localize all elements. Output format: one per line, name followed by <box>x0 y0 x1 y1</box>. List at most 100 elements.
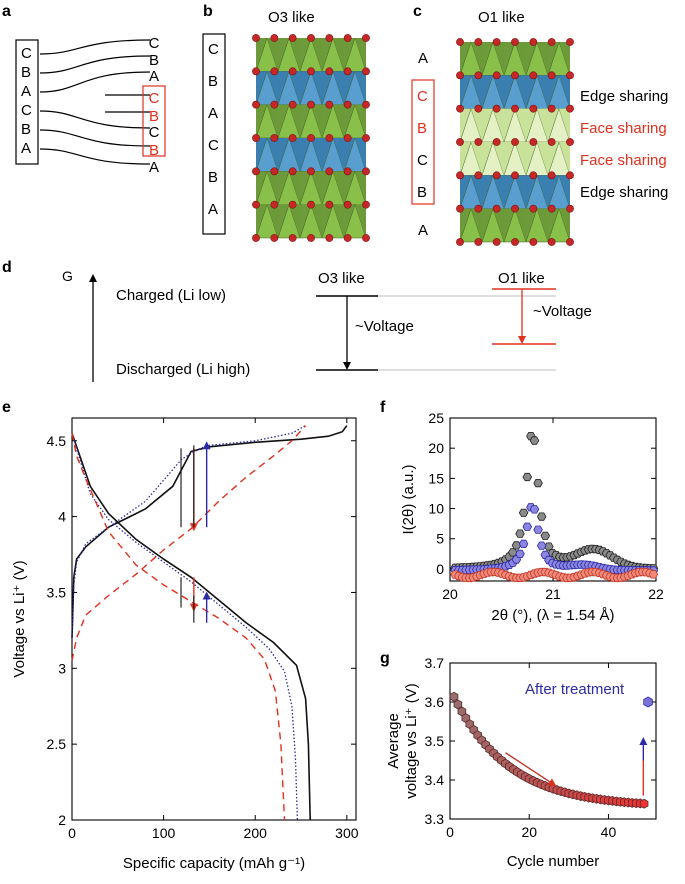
o3-octahedron-side <box>311 171 322 205</box>
o3-octahedron-side <box>355 204 366 238</box>
o3-stack-letter-1: B <box>208 73 218 90</box>
o3-oxygen-atom <box>288 67 297 76</box>
o1-oxygen-atom <box>492 138 501 146</box>
o1-octahedron-side <box>537 42 548 76</box>
o3-oxygen-atom <box>307 167 315 176</box>
o1-oxygen-atom <box>566 138 574 146</box>
e-ytick-label-3: 3.5 <box>47 584 67 600</box>
g-ylabel-line1: Average <box>385 713 402 769</box>
o1-oxygen-atom <box>474 138 483 146</box>
o3-octahedron-side <box>289 171 300 205</box>
o3-stack-box <box>202 33 226 235</box>
f-xlabel: 2θ (°), (λ = 1.54 Å) <box>491 607 614 624</box>
o3-oxygen-atom <box>270 34 279 42</box>
o3-octahedron-side <box>267 204 278 238</box>
e-plot-frame <box>71 417 357 821</box>
right-stack-letter-4: B <box>149 108 159 125</box>
o3-oxygen-atom <box>343 34 352 42</box>
right-stack-letter-7: A <box>149 159 159 176</box>
f-point-black <box>518 508 529 517</box>
o1-octahedron-side <box>493 175 504 209</box>
g-ytick-label-3: 3.6 <box>425 694 445 710</box>
o1-oxygen-atom <box>566 238 574 246</box>
o1-stack-bottom: A <box>418 222 428 239</box>
o3-oxygen-atom <box>362 134 370 142</box>
f-ytick-label-1: 5 <box>436 531 444 547</box>
f-point-black <box>522 472 533 482</box>
o1-oxygen-atom <box>511 71 519 80</box>
o3-octahedron-side <box>333 204 344 238</box>
o1-oxygen-atom <box>529 71 538 80</box>
right-stack-letter-2: A <box>149 68 159 85</box>
o3-octahedron-side <box>355 38 366 72</box>
panel-label-e: e <box>2 399 11 416</box>
o3-oxygen-atom <box>325 234 334 242</box>
o3-oxygen-atom <box>343 67 352 76</box>
o1-octahedron <box>547 207 571 243</box>
o3-octahedron-side <box>311 104 322 138</box>
o1-oxygen-atom <box>529 38 538 46</box>
o3-oxygen-atom <box>343 234 352 242</box>
chart-g: 0 20 40 3.3 3.4 3.5 3.6 3.7 After treatment Cycle… <box>385 655 657 870</box>
o1-oxygen-atom <box>547 71 556 80</box>
f-ytick-label-3: 15 <box>428 470 444 486</box>
e-ytick-label-0: 2 <box>58 812 66 828</box>
o1-octahedron-side <box>537 208 548 242</box>
o3-oxygen-atom <box>362 234 370 242</box>
o3-oxygen-atom <box>252 200 260 209</box>
o3-oxygen-atom <box>252 134 260 142</box>
o3-title: O3 like <box>268 9 315 26</box>
o1-octahedron-side <box>493 75 504 109</box>
o1-oxygen-atom <box>566 71 574 80</box>
o1-oxygen-atom <box>456 71 464 80</box>
o3-oxygen-atom <box>343 167 352 176</box>
chart-e: 0 100 200 300 2 2.5 3 3.5 4 4.5 Specific capacity … <box>11 417 359 872</box>
o1-oxygen-atom <box>492 38 501 46</box>
f-point-blue <box>515 549 525 558</box>
o1-oxygen-atom <box>474 71 483 80</box>
g-xlabel: Cycle number <box>507 853 600 870</box>
f-ytick-label-4: 20 <box>428 440 444 456</box>
o1-oxygen-atom <box>492 104 501 113</box>
o3-octahedron-side <box>267 138 278 172</box>
o1-oxygen-atom <box>474 238 483 246</box>
e-series-red-discharge <box>71 433 286 821</box>
o1-stack-box <box>411 79 435 205</box>
o1-octahedron-side <box>515 75 526 109</box>
o3-octahedron-side <box>289 38 300 72</box>
f-point-blue <box>518 539 529 548</box>
o3-oxygen-atom <box>288 34 297 42</box>
o3-oxygen-atom <box>307 134 315 142</box>
e-xtick-label-3: 300 <box>335 825 359 841</box>
e-series-blue-discharge <box>71 433 299 821</box>
annotation-edge-sharing-2: Edge sharing <box>580 184 668 201</box>
o3-oxygen-atom <box>270 167 279 176</box>
o1-oxygen-atom <box>492 204 501 213</box>
o1-octahedron-side <box>493 208 504 242</box>
e-ytick-label-5: 4.5 <box>47 433 67 449</box>
o1-octahedron-side <box>515 142 526 176</box>
d-discharged-label: Discharged (Li high) <box>116 361 250 378</box>
o1-octahedron-side <box>537 175 548 209</box>
o1-oxygen-atom <box>456 171 464 180</box>
right-stack-letter-0: C <box>149 35 160 52</box>
o1-stack-letter-3: B <box>417 184 427 201</box>
o1-oxygen-atom <box>474 171 483 180</box>
o3-octahedron-side <box>355 104 366 138</box>
f-point-blue <box>533 525 543 534</box>
right-stack-box <box>142 85 166 157</box>
o1-oxygen-atom <box>547 238 556 246</box>
o3-oxygen-atom <box>288 134 297 142</box>
o1-oxygen-atom <box>529 138 538 146</box>
o1-octahedron-side <box>493 142 504 176</box>
o3-oxygen-atom <box>307 67 315 76</box>
chart-f: 20 21 22 0 5 10 15 20 25 2θ (°), (λ = 1.54 Å) I(2θ… <box>400 410 664 624</box>
e-xtick-label-2: 200 <box>244 825 268 841</box>
o3-oxygen-atom <box>325 67 334 76</box>
o1-octahedron-side <box>515 42 526 76</box>
panel-label-g: g <box>380 650 390 667</box>
g-point-after-treatment <box>643 696 653 708</box>
o1-octahedron-side <box>559 42 570 76</box>
